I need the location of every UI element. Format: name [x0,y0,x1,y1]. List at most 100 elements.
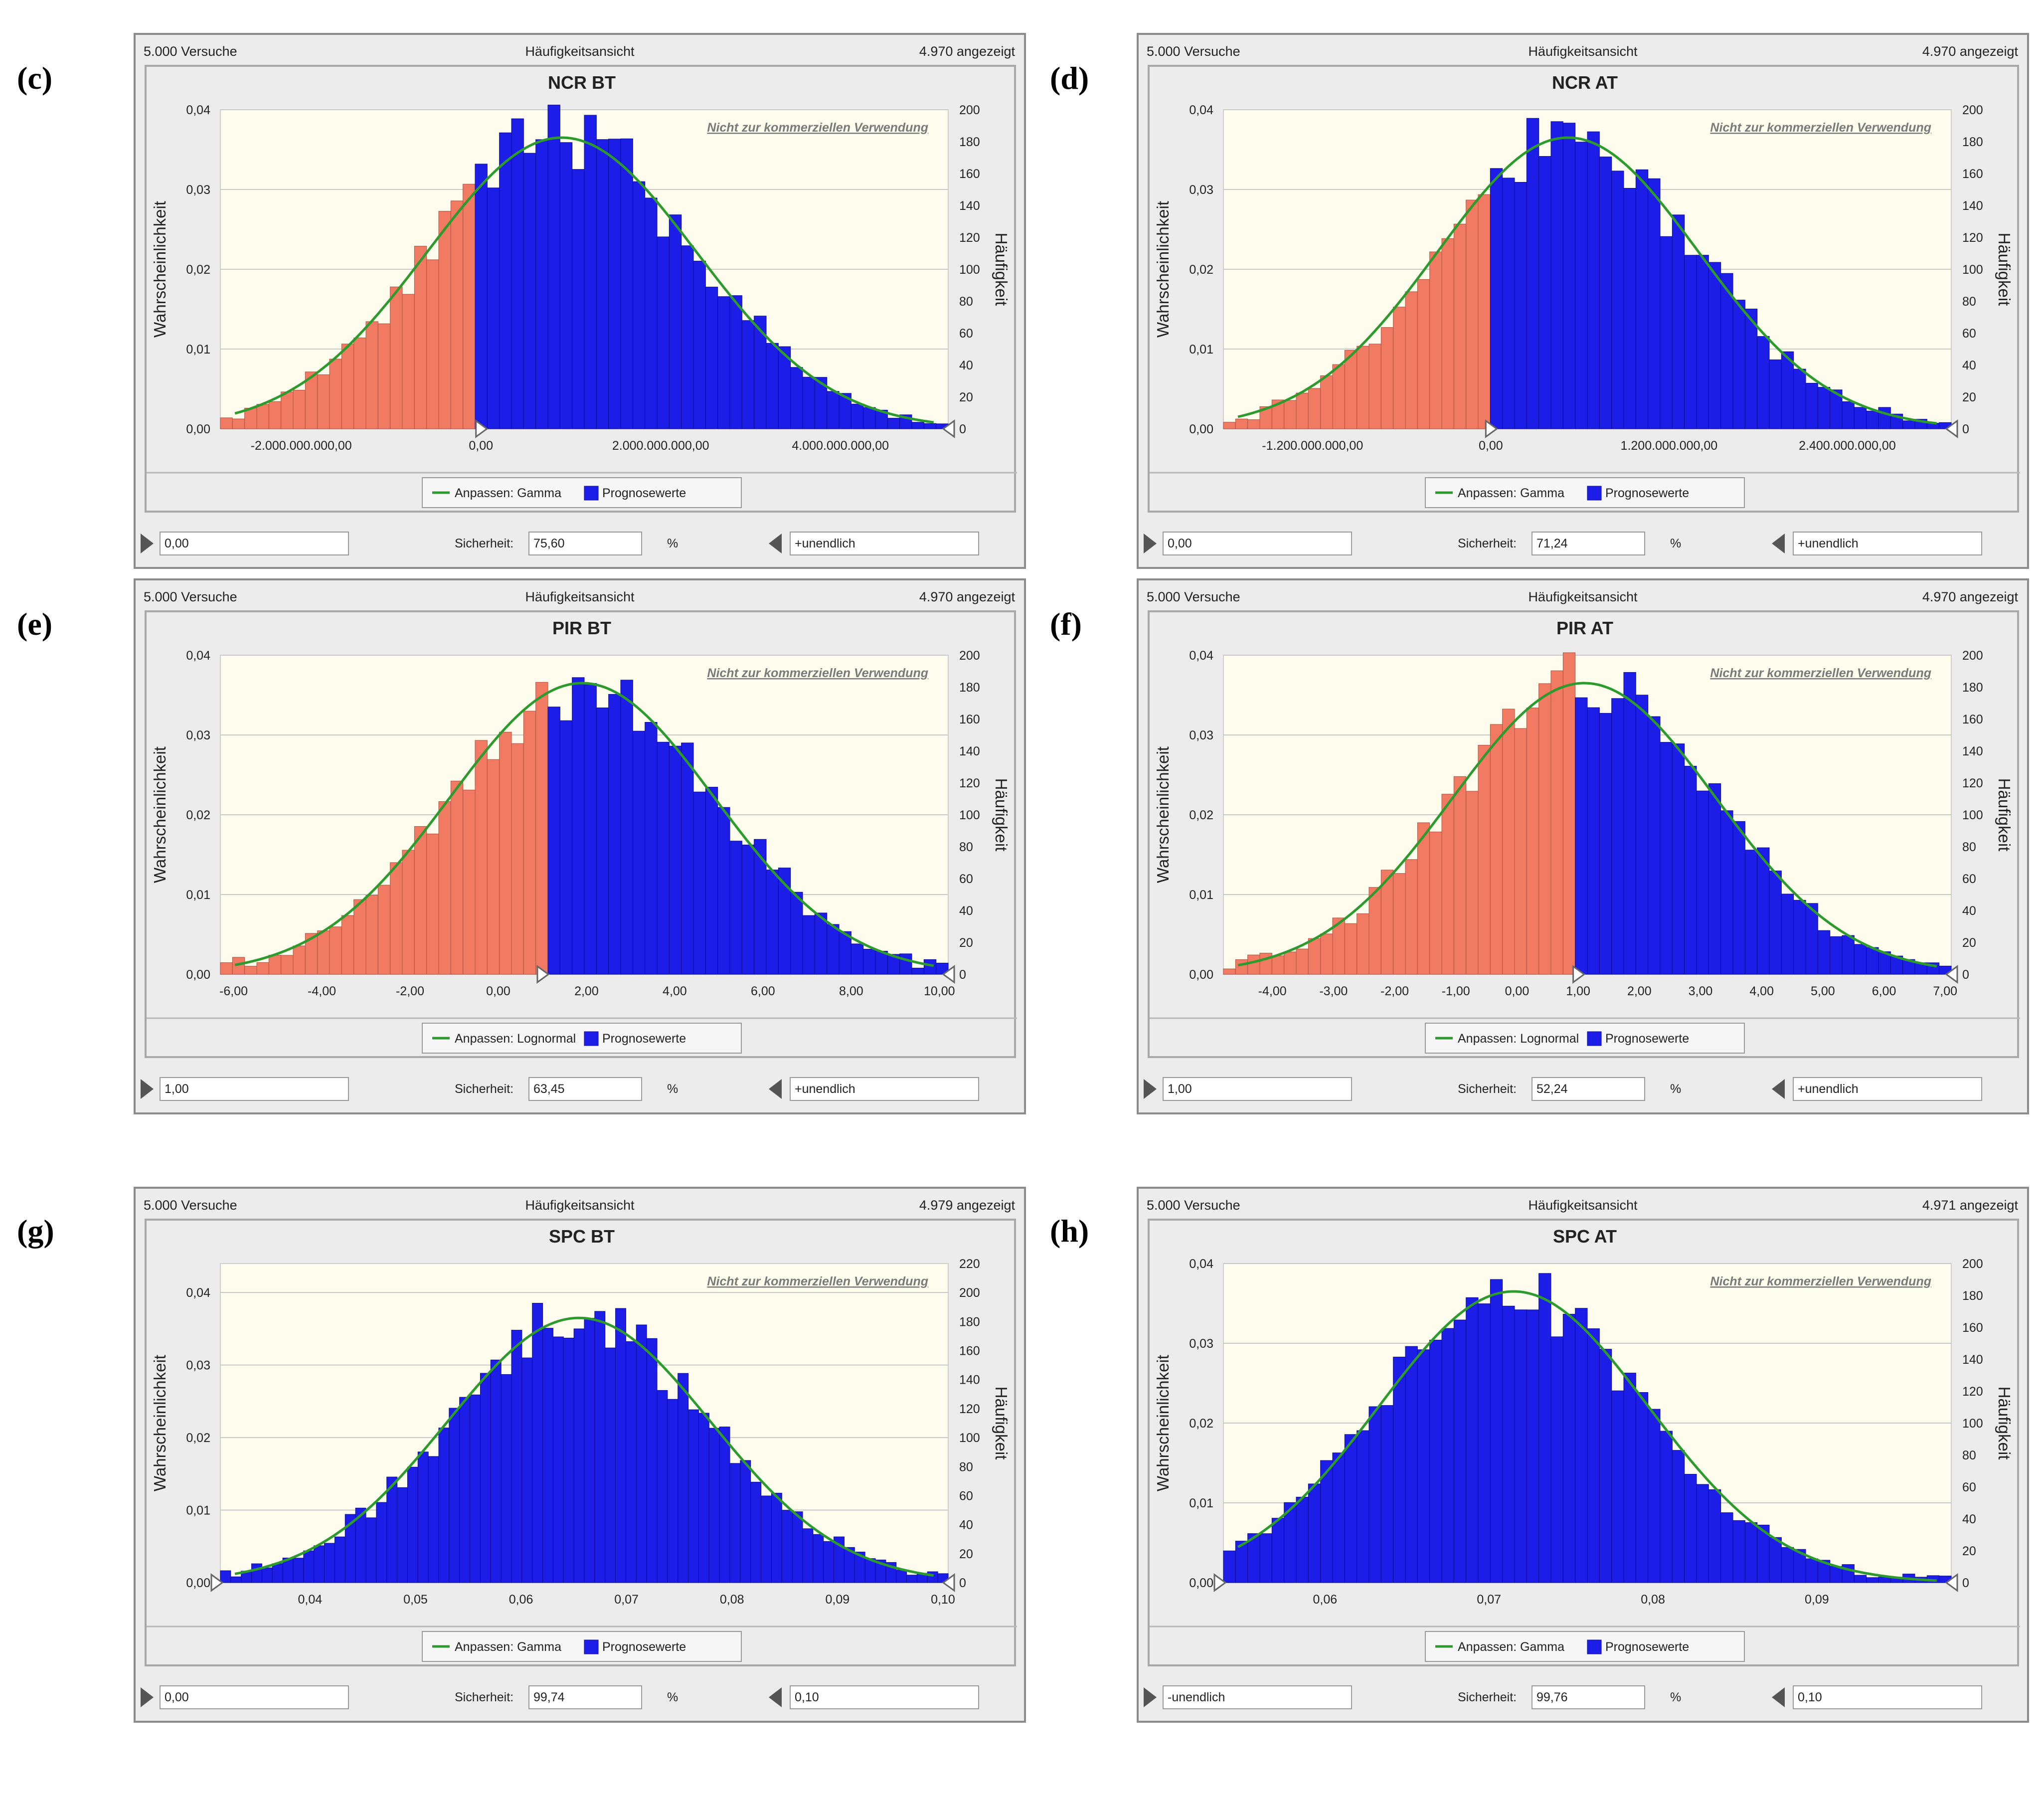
histogram-bar [490,1359,502,1583]
histogram-bar [559,142,573,429]
legend-values-label: Prognosewerte [602,1640,686,1654]
lower-grabber-icon[interactable] [141,1079,154,1099]
histogram-bar [740,1460,751,1583]
watermark: Nicht zur kommerziellen Verwendung [1710,666,1931,680]
histogram-bar [1732,300,1745,429]
histogram-bar [1830,1566,1843,1583]
y-tick-label: 0,00 [1189,968,1213,982]
histogram-bar [705,287,718,429]
x-tick-label: 0,05 [403,1593,428,1607]
histogram-bar [1441,238,1454,429]
histogram-bar [657,741,670,975]
lower-marker-icon [1572,965,1586,984]
subfigure-label-h: (h) [1050,1213,1089,1249]
chart-title: PIR AT [1556,618,1613,638]
histogram-bar [750,1481,762,1583]
histogram-bar [1380,1405,1394,1583]
legend-box [422,1023,742,1054]
lower-limit-input[interactable]: 1,00 [160,1077,349,1101]
certainty-label: Sicherheit: [1458,1082,1517,1096]
histogram-bar [1720,810,1733,975]
certainty-input[interactable]: 75,60 [528,532,642,555]
certainty-input[interactable]: 99,74 [528,1685,642,1709]
certainty-input[interactable]: 63,45 [528,1077,642,1101]
upper-limit-input[interactable]: +unendlich [790,532,979,555]
lower-limit-input[interactable]: -unendlich [1163,1685,1352,1709]
upper-limit-input[interactable]: 0,10 [790,1685,979,1709]
view-title: Häufigkeitsansicht [525,1198,635,1213]
histogram-bar [463,183,476,429]
y2-tick-label: 100 [959,263,980,277]
x-tick-label: -4,00 [308,984,336,998]
histogram-bar [523,711,536,975]
histogram-bar [1805,1558,1818,1583]
lower-limit-input[interactable]: 0,00 [1163,532,1352,555]
histogram-bar [220,417,233,429]
histogram-bar [1441,794,1454,975]
x-tick-label: 0,00 [1505,984,1530,998]
histogram-bar [1357,1430,1369,1583]
histogram-bar [572,169,585,429]
lower-grabber-icon[interactable] [1144,1687,1157,1707]
lower-grabber-icon[interactable] [1144,534,1157,553]
x-tick-label: -6,00 [219,984,248,998]
y2-tick-label: 0 [1962,968,1969,982]
x-tick-label: 8,00 [839,984,863,998]
y-tick-label: 0,03 [1189,1337,1213,1351]
histogram-bar [1562,652,1576,975]
certainty-bar: 0,00 Sicherheit: 71,24 % +unendlich [1139,524,2027,563]
lower-marker-icon [475,419,489,438]
upper-grabber-icon[interactable] [769,1687,782,1707]
histogram-bar [1805,382,1818,429]
histogram-bar [1854,1575,1867,1583]
histogram-bar [523,153,536,429]
upper-limit-input[interactable]: +unendlich [790,1077,979,1101]
histogram-bar [402,294,415,429]
lower-limit-input[interactable]: 0,00 [160,1685,349,1709]
upper-grabber-icon[interactable] [769,534,782,553]
histogram-bar [754,316,767,429]
y-tick-label: 0,01 [1189,1496,1213,1510]
certainty-input[interactable]: 71,24 [1532,532,1645,555]
certainty-bar: 0,00 Sicherheit: 99,74 % 0,10 [136,1677,1024,1717]
lower-limit-input[interactable]: 1,00 [1163,1077,1352,1101]
histogram-bar [851,943,864,975]
lower-grabber-icon[interactable] [141,1687,154,1707]
upper-limit-input[interactable]: +unendlich [1793,1077,1982,1101]
histogram-bar [1538,156,1551,429]
histogram-bar [1247,419,1260,429]
histogram-bar [1599,713,1612,975]
displayed-count: 4.970 angezeigt [919,44,1015,59]
upper-grabber-icon[interactable] [1772,1687,1785,1707]
histogram-bar [827,924,840,975]
upper-grabber-icon[interactable] [769,1079,782,1099]
histogram-bar [1720,273,1733,429]
percent-sign: % [1670,1690,1682,1704]
upper-limit-input[interactable]: 0,10 [1793,1685,1982,1709]
lower-limit-input[interactable]: 0,00 [160,532,349,555]
upper-grabber-icon[interactable] [1772,534,1785,553]
certainty-input[interactable]: 99,76 [1532,1685,1645,1709]
histogram-bar [407,1466,418,1583]
certainty-input[interactable]: 52,24 [1532,1077,1645,1101]
histogram-bar [1478,194,1491,429]
lower-grabber-icon[interactable] [141,534,154,553]
histogram-bar [814,912,828,975]
histogram-bar [698,1413,709,1583]
upper-marker-icon [1945,965,1958,984]
histogram-bar [1538,1273,1551,1583]
trials-count: 5.000 Versuche [1147,1198,1240,1213]
fit-curve [1237,1290,1937,1582]
histogram-bar [450,780,464,975]
y-tick-label: 0,02 [186,1431,210,1445]
histogram-bar [1793,368,1806,429]
lower-grabber-icon[interactable] [1144,1079,1157,1099]
histogram-bar [487,759,500,975]
histogram-bar [615,1308,626,1583]
histogram-bar [1660,1431,1673,1583]
histogram-bar [1344,923,1358,975]
histogram-bar [887,418,900,429]
legend-fit-label: Anpassen: Gamma [1458,1640,1564,1654]
upper-limit-input[interactable]: +unendlich [1793,532,1982,555]
upper-grabber-icon[interactable] [1772,1079,1785,1099]
